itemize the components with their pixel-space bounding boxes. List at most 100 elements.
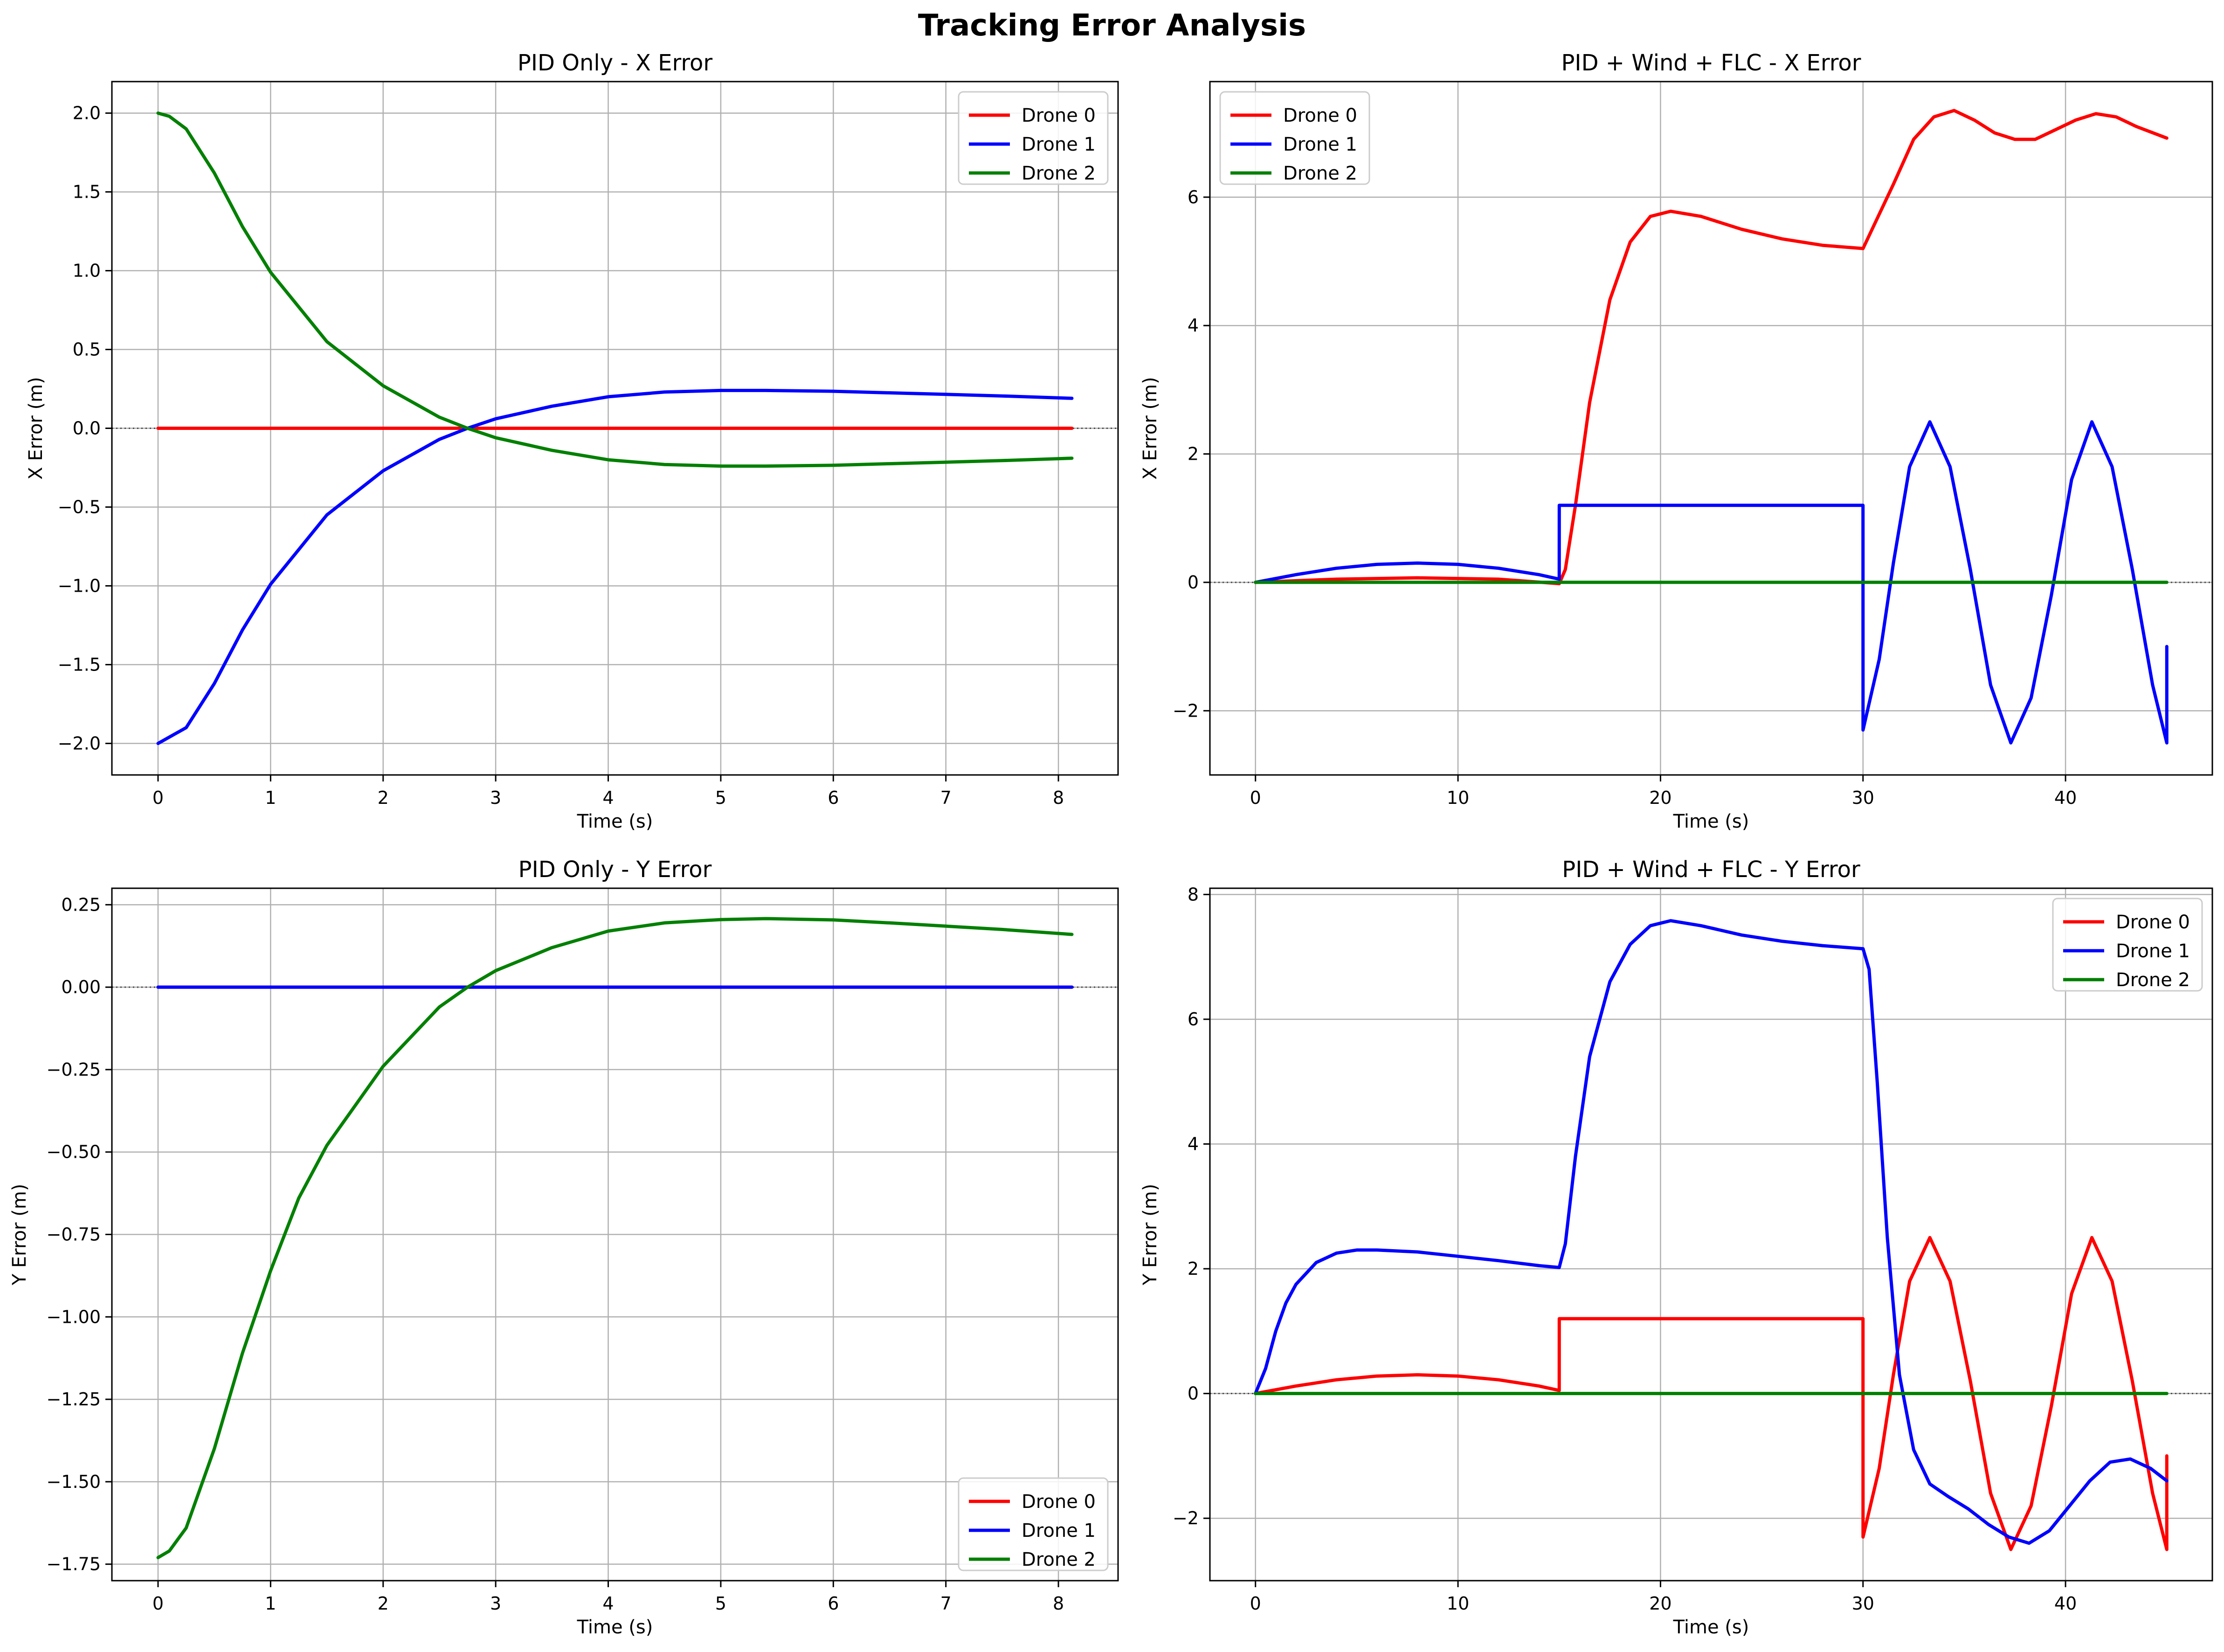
y-tick-label: 0.0 (73, 418, 101, 439)
series-line-drone-1 (156, 388, 1074, 745)
y-axis-label: X Error (m) (1140, 377, 1161, 480)
y-tick-label: 8 (1188, 884, 1199, 905)
subplot-flc-x-error: 0 10 20 30 40 −2 0 2 4 6 PID + Wind + FLC - X Erro… (1140, 50, 2213, 832)
legend-label: Drone 0 (1022, 1491, 1096, 1513)
x-tick-label: 6 (828, 1593, 839, 1614)
y-tick-label: −1.25 (47, 1389, 101, 1410)
x-tick-label: 10 (1447, 1593, 1469, 1614)
y-tick-label: 6 (1188, 187, 1199, 207)
y-axis-label: X Error (m) (25, 377, 47, 480)
axes-frame (1209, 81, 2213, 776)
figure-title: Tracking Error Analysis (918, 8, 1306, 43)
y-tick-label: −1.5 (58, 654, 101, 675)
series-line-drone-2 (156, 111, 1074, 468)
x-tick-label: 1 (265, 1593, 276, 1614)
y-tick-label: 0.25 (61, 894, 101, 915)
legend: Drone 0 Drone 1 Drone 2 (2052, 898, 2203, 992)
x-axis-label: Time (s) (577, 811, 653, 832)
series-line-drone-2 (156, 917, 1074, 1559)
x-tick-label: 5 (715, 1593, 726, 1614)
legend-label: Drone 2 (1022, 1549, 1096, 1570)
x-tick-label: 2 (378, 788, 389, 808)
legend-label: Drone 0 (1283, 105, 1357, 126)
legend: Drone 0 Drone 1 Drone 2 (958, 1477, 1109, 1571)
series-line-drone-0 (1254, 109, 2169, 586)
x-tick-label: 2 (378, 1593, 389, 1614)
subplot-flc-y-error: 0 10 20 30 40 −2 0 2 4 6 8 PID + Wind + FLC - Y Err… (1140, 857, 2213, 1638)
subplot-title: PID + Wind + FLC - X Error (1561, 50, 1861, 76)
x-tick-label: 3 (490, 1593, 501, 1614)
x-tick-label: 0 (152, 788, 164, 808)
x-tick-label: 3 (490, 788, 501, 808)
series-group (156, 917, 1074, 1559)
x-tick-label: 40 (2054, 788, 2077, 808)
x-tick-label: 30 (1852, 1593, 1874, 1614)
x-axis-label: Time (s) (1673, 1617, 1749, 1638)
y-tick-label: 2.0 (73, 103, 101, 124)
series-line-drone-0 (1254, 1236, 2169, 1551)
y-axis-label: Y Error (m) (1140, 1184, 1161, 1286)
subplot-title: PID Only - Y Error (518, 857, 712, 883)
y-tick-label: −0.75 (47, 1224, 101, 1245)
x-tick-label: 0 (1250, 788, 1261, 808)
x-tick-label: 1 (265, 788, 276, 808)
x-tick-label: 7 (940, 1593, 952, 1614)
x-tick-label: 5 (715, 788, 726, 808)
y-tick-label: 1.5 (73, 182, 101, 202)
y-tick-label: 0 (1188, 572, 1199, 593)
y-tick-label: 4 (1188, 1134, 1199, 1154)
y-tick-label: 6 (1188, 1009, 1199, 1030)
y-tick-label: −0.25 (47, 1059, 101, 1080)
series-group (1254, 919, 2169, 1551)
y-tick-label: −1.75 (47, 1554, 101, 1575)
x-tick-label: 8 (1053, 1593, 1064, 1614)
legend-label: Drone 0 (2116, 912, 2190, 933)
x-tick-label: 0 (152, 1593, 164, 1614)
x-tick-label: 20 (1649, 788, 1671, 808)
y-tick-label: 4 (1188, 315, 1199, 336)
x-tick-label: 7 (940, 788, 952, 808)
subplot-pid-x-error: 0 1 2 3 4 5 6 7 8 −2.0 −1.5 −1.0 −0.5 0.0 0.5 1.0 1.5 2.0… (25, 50, 1119, 832)
legend-label: Drone 1 (1022, 134, 1096, 155)
legend-label: Drone 1 (2116, 940, 2190, 962)
y-tick-label: −2 (1173, 700, 1199, 721)
y-axis-label: Y Error (m) (9, 1184, 30, 1286)
y-tick-label: −1.0 (58, 575, 101, 596)
legend-label: Drone 2 (1283, 163, 1357, 184)
y-tick-label: 2 (1188, 444, 1199, 464)
legend-label: Drone 2 (1022, 163, 1096, 184)
subplot-title: PID + Wind + FLC - Y Error (1562, 857, 1860, 883)
legend-label: Drone 0 (1022, 105, 1096, 126)
y-tick-label: 2 (1188, 1258, 1199, 1279)
y-tick-label: −1.00 (47, 1306, 101, 1327)
y-tick-label: 0.5 (73, 339, 101, 360)
legend: Drone 0 Drone 1 Drone 2 (958, 91, 1109, 185)
x-tick-label: 4 (602, 1593, 614, 1614)
x-tick-label: 0 (1250, 1593, 1261, 1614)
legend-label: Drone 2 (2116, 969, 2190, 991)
y-tick-label: −0.5 (58, 497, 101, 517)
y-tick-label: 0 (1188, 1383, 1199, 1404)
x-tick-label: 30 (1852, 788, 1874, 808)
x-tick-label: 10 (1447, 788, 1469, 808)
y-tick-label: 1.0 (73, 261, 101, 281)
x-tick-label: 6 (828, 788, 839, 808)
x-tick-label: 8 (1053, 788, 1064, 808)
y-tick-label: −2.0 (58, 733, 101, 753)
y-tick-label: −1.50 (47, 1472, 101, 1492)
subplot-pid-y-error: 0 1 2 3 4 5 6 7 8 −1.75 −1.50 −1.25 −1.00 −0.75 −0.50 −… (9, 857, 1119, 1638)
y-tick-label: −0.50 (47, 1142, 101, 1162)
series-group (1254, 109, 2169, 745)
legend: Drone 0 Drone 1 Drone 2 (1219, 91, 1370, 185)
subplot-title: PID Only - X Error (518, 50, 713, 76)
y-tick-label: −2 (1173, 1508, 1199, 1528)
series-line-drone-1 (1254, 919, 2169, 1545)
y-tick-label: 0.00 (61, 977, 101, 997)
series-group (156, 111, 1074, 745)
series-line-drone-1 (1254, 420, 2169, 745)
x-tick-label: 20 (1649, 1593, 1671, 1614)
x-tick-label: 40 (2054, 1593, 2077, 1614)
x-axis-label: Time (s) (1673, 811, 1749, 832)
axes-frame (1209, 887, 2213, 1582)
